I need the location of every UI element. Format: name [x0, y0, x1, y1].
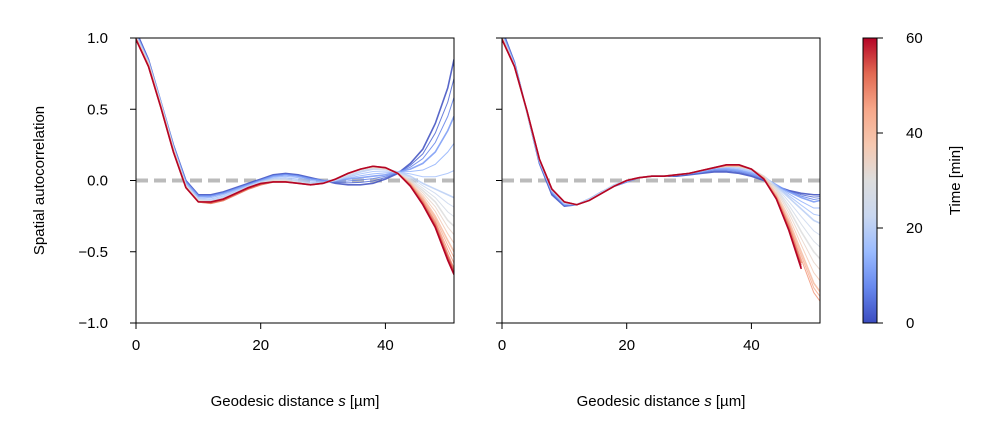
- colorbar-tick-label: 20: [906, 220, 923, 237]
- right-series-line: [502, 38, 820, 271]
- left-series-line: [136, 38, 454, 235]
- left-ticks: 0 20 40 −1.0 −0.5 0.0 0.5 1.0: [78, 30, 393, 354]
- right-series-line: [502, 38, 820, 293]
- colorbar: 0 20 40 60 Time [min]: [862, 30, 964, 332]
- right-series-line: [502, 38, 820, 302]
- left-y-tick-label: −1.0: [78, 315, 108, 332]
- right-series-line: [502, 38, 820, 224]
- right-series-line: [502, 39, 803, 270]
- right-x-axis-label-symbol: s: [704, 393, 712, 410]
- right-series-line: [502, 38, 820, 297]
- left-series-line: [136, 38, 454, 253]
- colorbar-label: Time [min]: [947, 146, 964, 215]
- colorbar-tick-label: 60: [906, 30, 923, 47]
- right-panel: 0 20 40 Geodesic distance s [µm]: [496, 37, 821, 410]
- left-x-axis-label: Geodesic distance s [µm]: [211, 393, 380, 410]
- left-series-line: [136, 38, 454, 244]
- left-series-line: [137, 38, 454, 197]
- left-x-axis-label-symbol: s: [338, 393, 346, 410]
- right-ticks: 0 20 40: [496, 37, 760, 354]
- left-x-tick-label: 0: [132, 337, 140, 354]
- left-x-axis-label-text: Geodesic distance: [211, 393, 339, 410]
- left-x-tick-label: 40: [377, 337, 394, 354]
- colorbar-tick-label: 0: [906, 315, 914, 332]
- left-series-line: [136, 38, 454, 264]
- left-series-line: [136, 38, 454, 217]
- left-series-line: [136, 39, 454, 273]
- left-y-tick-label: 1.0: [87, 30, 108, 47]
- left-y-tick-label: −0.5: [78, 244, 108, 261]
- left-y-axis-label: Spatial autocorrelation: [31, 106, 48, 255]
- left-y-tick-label: 0.5: [87, 101, 108, 118]
- right-series-lines: [502, 38, 820, 302]
- colorbar-ticks: 0 20 40 60: [877, 30, 923, 332]
- right-x-axis-label-text: Geodesic distance: [577, 393, 705, 410]
- left-x-tick-label: 20: [252, 337, 269, 354]
- left-x-axis-label-unit: [µm]: [346, 393, 380, 410]
- left-panel: 0 20 40 −1.0 −0.5 0.0 0.5 1.0 Spatial autocorre…: [31, 30, 455, 410]
- colorbar-tick-label: 40: [906, 125, 923, 142]
- left-series-lines: [136, 38, 454, 275]
- left-y-tick-label: 0.0: [87, 173, 108, 190]
- right-series-line: [502, 38, 820, 248]
- left-series-line: [137, 38, 454, 199]
- left-series-line: [136, 39, 454, 270]
- right-series-line: [502, 39, 802, 268]
- colorbar-gradient: [862, 37, 878, 324]
- right-series-line: [502, 38, 820, 236]
- right-series-line: [502, 38, 820, 260]
- right-series-line: [502, 39, 803, 264]
- right-x-tick-label: 20: [618, 337, 635, 354]
- left-series-line: [136, 39, 454, 275]
- left-series-line: [136, 38, 454, 227]
- right-x-tick-label: 40: [743, 337, 760, 354]
- left-series-line: [136, 39, 454, 271]
- right-series-line: [502, 38, 820, 282]
- right-x-axis-label-unit: [µm]: [712, 393, 746, 410]
- right-x-tick-label: 0: [498, 337, 506, 354]
- left-series-line: [136, 38, 454, 258]
- right-x-axis-label: Geodesic distance s [µm]: [577, 393, 746, 410]
- right-series-line: [502, 39, 802, 266]
